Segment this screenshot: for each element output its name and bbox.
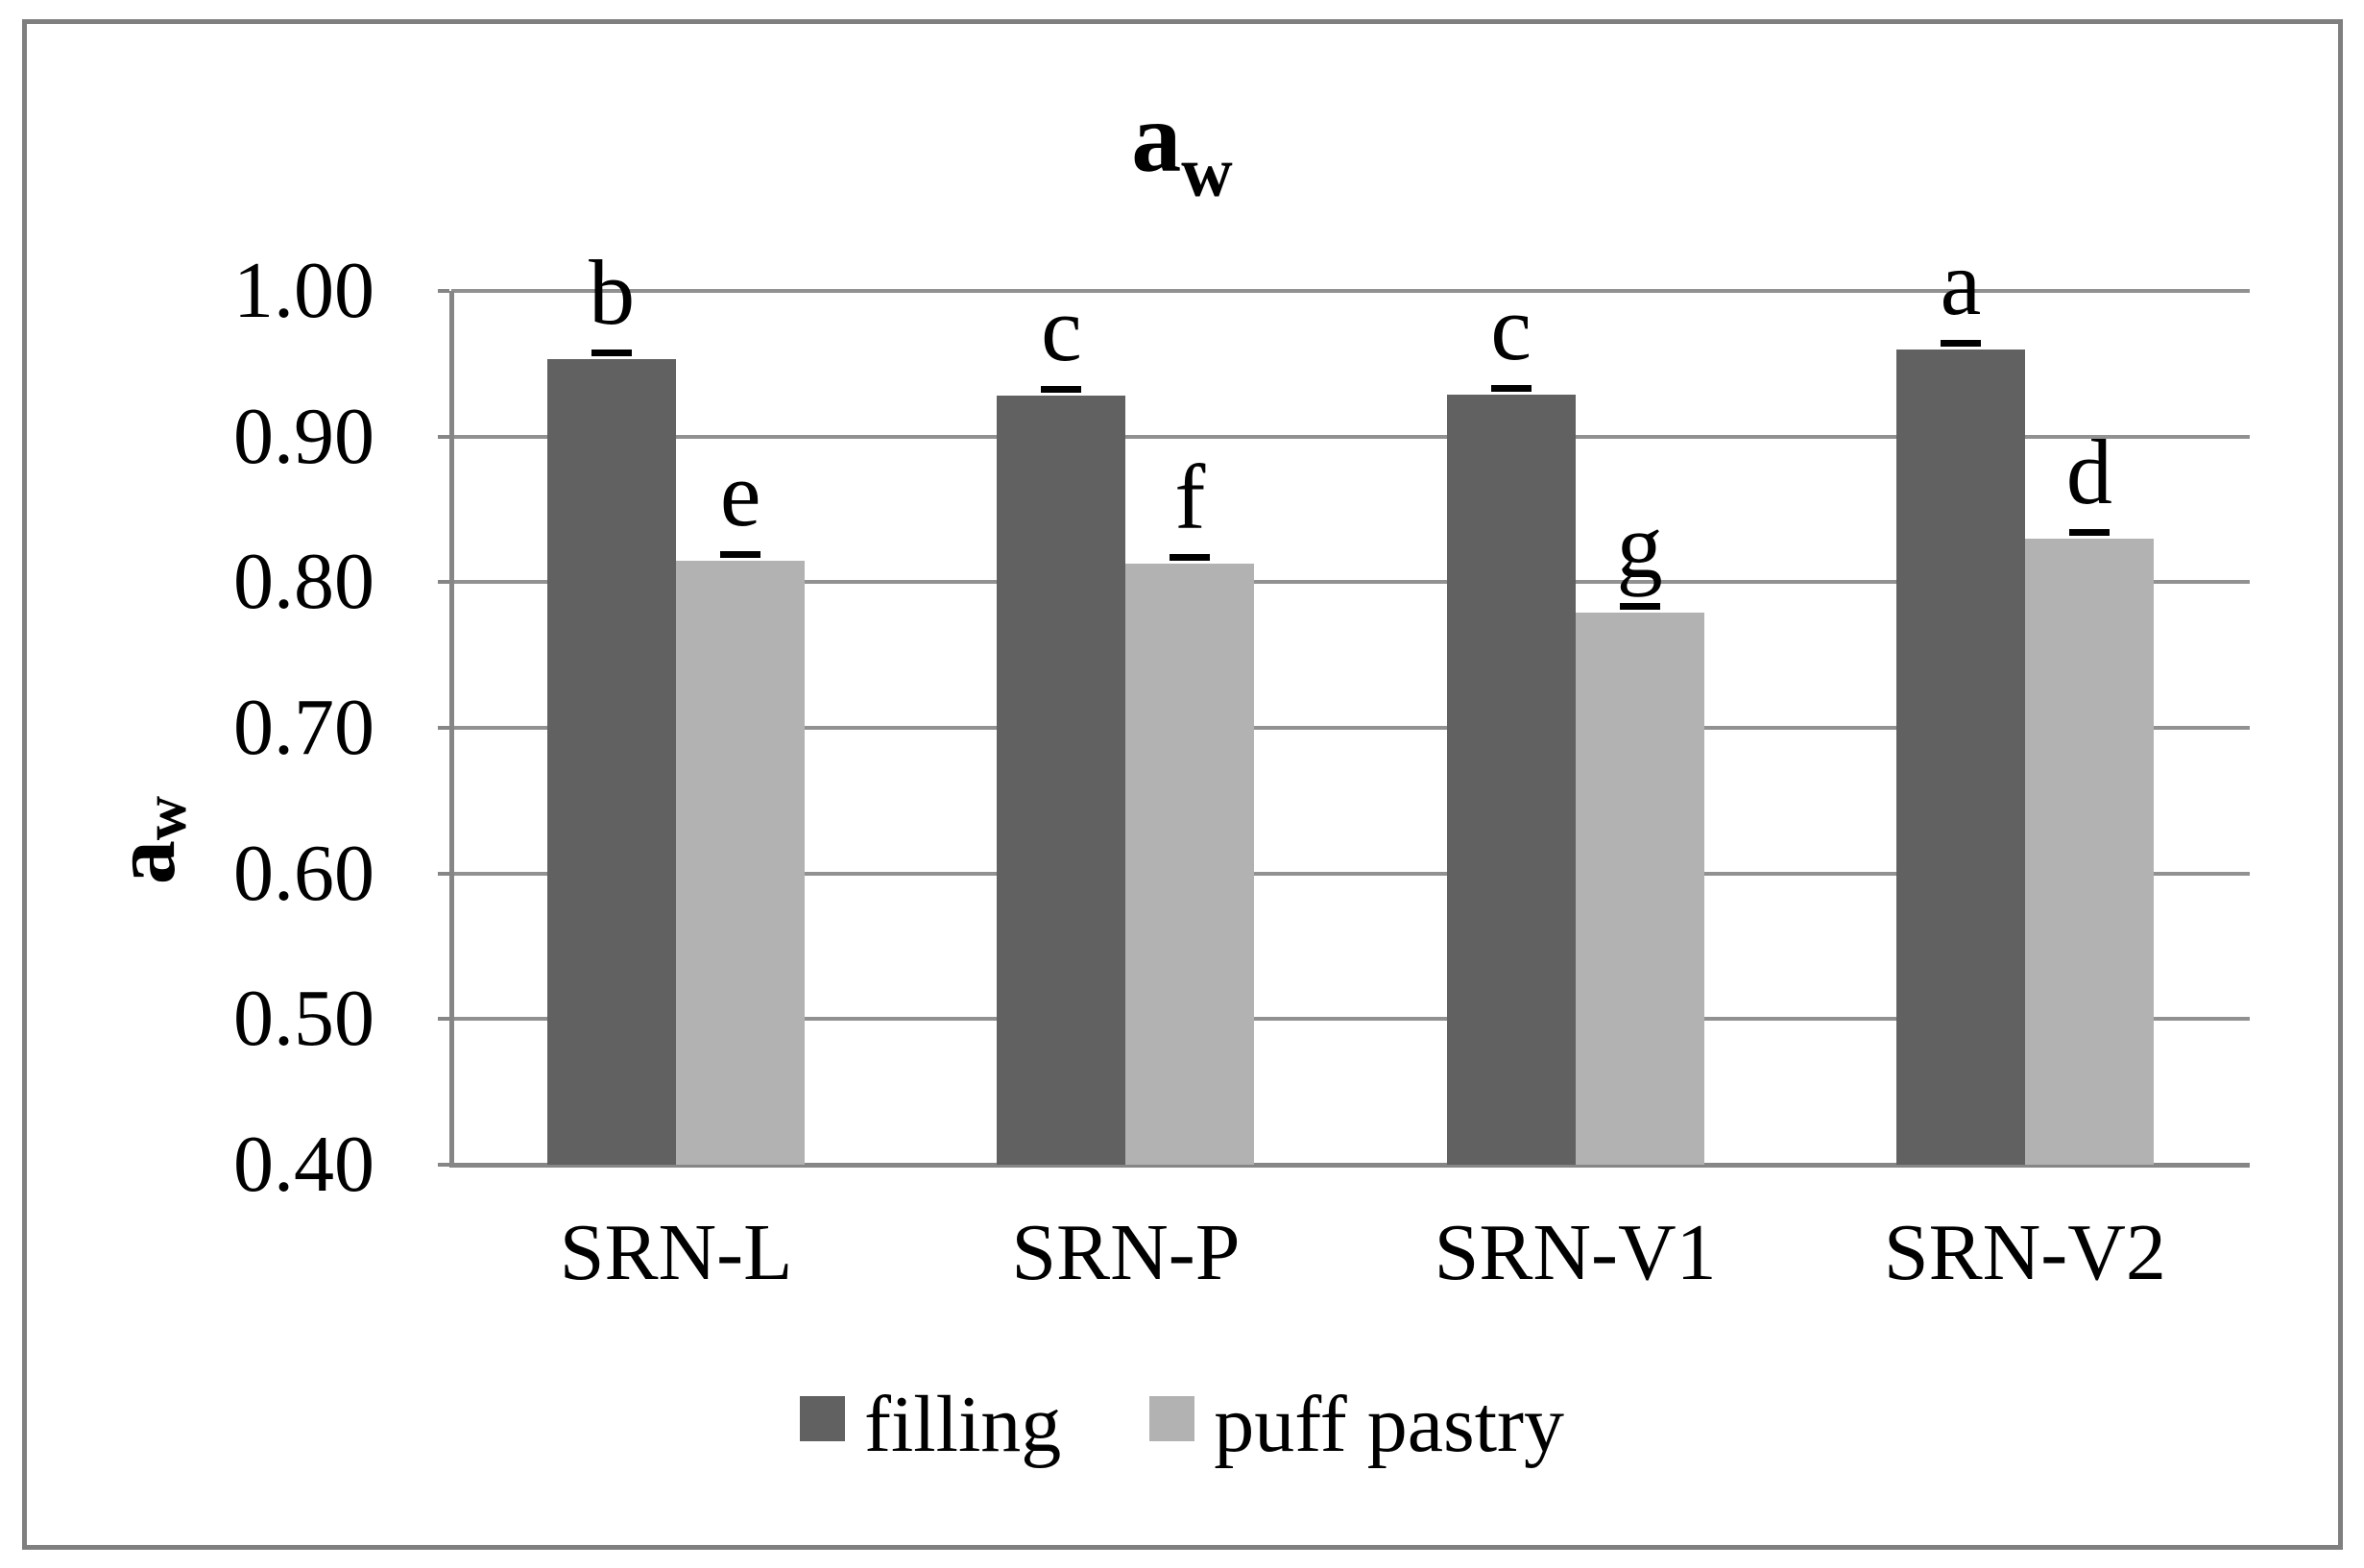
gridline <box>451 726 2250 730</box>
bar-filling-SRN-L <box>547 359 677 1165</box>
y-axis-tick <box>438 726 449 730</box>
bar-puff-pastry-SRN-L <box>676 560 806 1165</box>
x-axis-label-SRN-V1: SRN-V1 <box>1434 1208 1717 1297</box>
bar-puff-pastry-SRN-V1 <box>1575 613 1704 1165</box>
legend-label: filling <box>863 1380 1062 1469</box>
gridline <box>451 871 2250 876</box>
bar-filling-SRN-P <box>997 396 1126 1165</box>
error-bar-cap <box>1490 384 1532 392</box>
y-tick-label: 0.40 <box>233 1120 374 1209</box>
x-axis-label-SRN-V2: SRN-V2 <box>1883 1208 2166 1297</box>
legend-swatch-filling <box>799 1396 845 1441</box>
y-tick-label: 1.00 <box>233 246 374 335</box>
y-axis-tick <box>438 289 449 293</box>
error-bar-cap <box>591 350 633 357</box>
significance-letter: f <box>1174 445 1206 548</box>
y-axis-tick <box>438 1163 449 1167</box>
legend-item-filling: filling <box>799 1380 1062 1469</box>
legend-swatch-puff-pastry <box>1149 1396 1195 1441</box>
significance-letter: c <box>1490 276 1532 379</box>
error-bar-cap <box>1619 603 1660 611</box>
y-tick-label: 0.80 <box>233 537 374 627</box>
plot-area: 1.00 0.90 0.80 0.70 0.60 0.50 0.40 b e SRN-L c f SRN… <box>233 236 2250 1293</box>
chart-title-subscript: w <box>1181 133 1233 212</box>
y-axis-tick <box>438 580 449 585</box>
y-axis-tick <box>438 871 449 876</box>
chart-title-base: a <box>1131 83 1182 193</box>
gridline <box>451 1017 2250 1022</box>
significance-letter: c <box>1041 277 1082 381</box>
bar-puff-pastry-SRN-P <box>1125 563 1255 1165</box>
significance-letter: b <box>589 241 636 345</box>
y-axis-line <box>449 291 454 1168</box>
y-tick-label: 0.70 <box>233 683 374 772</box>
y-tick-label: 0.60 <box>233 828 374 918</box>
y-tick-label: 0.50 <box>233 974 374 1064</box>
bar-filling-SRN-V1 <box>1446 394 1576 1165</box>
error-bar-cap <box>1041 386 1082 394</box>
significance-letter: e <box>719 442 761 545</box>
y-tick-label: 0.90 <box>233 391 374 481</box>
y-axis-tick <box>438 434 449 439</box>
bar-filling-SRN-V2 <box>1895 349 2025 1165</box>
gridline <box>451 434 2250 439</box>
gridline <box>451 580 2250 585</box>
legend-item-puff-pastry: puff pastry <box>1149 1380 1565 1469</box>
x-axis-label-SRN-L: SRN-L <box>559 1208 793 1297</box>
bar-puff-pastry-SRN-V2 <box>2024 538 2154 1165</box>
x-axis-label-SRN-P: SRN-P <box>1011 1208 1241 1297</box>
legend-label: puff pastry <box>1214 1380 1565 1469</box>
gridline <box>451 289 2250 293</box>
y-axis-tick <box>438 1017 449 1022</box>
significance-letter: a <box>1940 230 1982 334</box>
error-bar-cap <box>720 550 761 558</box>
error-bar-cap <box>1170 553 1211 561</box>
error-bar-cap <box>1940 339 1981 347</box>
x-axis-line <box>451 1163 2250 1168</box>
significance-letter: g <box>1616 495 1663 598</box>
legend: filling puff pastry <box>0 1380 2364 1469</box>
chart-title: aw <box>0 88 2364 209</box>
significance-letter: d <box>2065 420 2112 523</box>
error-bar-cap <box>2068 528 2110 536</box>
